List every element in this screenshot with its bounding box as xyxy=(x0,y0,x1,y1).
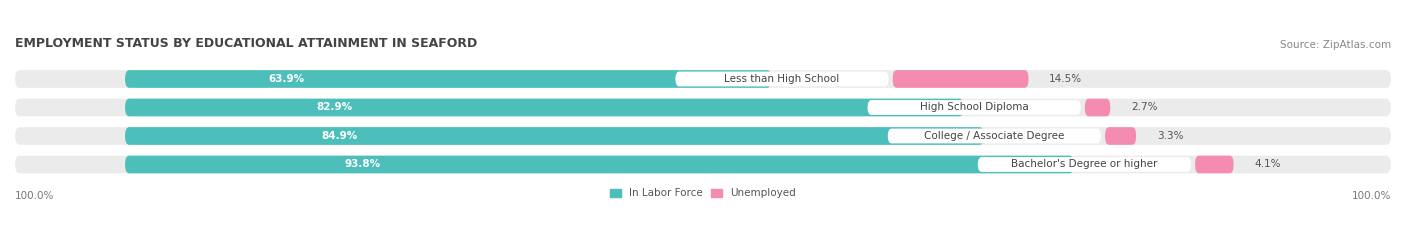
FancyBboxPatch shape xyxy=(868,100,1081,115)
Legend: In Labor Force, Unemployed: In Labor Force, Unemployed xyxy=(610,188,796,198)
FancyBboxPatch shape xyxy=(125,127,984,145)
Text: EMPLOYMENT STATUS BY EDUCATIONAL ATTAINMENT IN SEAFORD: EMPLOYMENT STATUS BY EDUCATIONAL ATTAINM… xyxy=(15,37,477,50)
Text: 93.8%: 93.8% xyxy=(344,160,380,169)
FancyBboxPatch shape xyxy=(893,70,1028,88)
FancyBboxPatch shape xyxy=(15,70,1391,88)
FancyBboxPatch shape xyxy=(125,70,772,88)
FancyBboxPatch shape xyxy=(1105,127,1136,145)
Text: 4.1%: 4.1% xyxy=(1254,160,1281,169)
FancyBboxPatch shape xyxy=(675,72,889,86)
FancyBboxPatch shape xyxy=(887,129,1101,143)
FancyBboxPatch shape xyxy=(125,99,963,116)
FancyBboxPatch shape xyxy=(15,127,1391,145)
Text: 63.9%: 63.9% xyxy=(269,74,305,84)
FancyBboxPatch shape xyxy=(1195,156,1233,173)
FancyBboxPatch shape xyxy=(977,157,1191,172)
Text: 2.7%: 2.7% xyxy=(1130,103,1157,113)
Text: Bachelor's Degree or higher: Bachelor's Degree or higher xyxy=(1011,160,1157,169)
Text: 100.0%: 100.0% xyxy=(15,191,55,201)
Text: 14.5%: 14.5% xyxy=(1049,74,1083,84)
FancyBboxPatch shape xyxy=(125,156,1074,173)
FancyBboxPatch shape xyxy=(15,156,1391,173)
FancyBboxPatch shape xyxy=(1085,99,1111,116)
Text: Source: ZipAtlas.com: Source: ZipAtlas.com xyxy=(1279,40,1391,50)
Text: 100.0%: 100.0% xyxy=(1351,191,1391,201)
Text: 84.9%: 84.9% xyxy=(322,131,359,141)
FancyBboxPatch shape xyxy=(15,99,1391,116)
Text: 3.3%: 3.3% xyxy=(1157,131,1184,141)
Text: Less than High School: Less than High School xyxy=(724,74,839,84)
Text: High School Diploma: High School Diploma xyxy=(920,103,1029,113)
Text: 82.9%: 82.9% xyxy=(316,103,353,113)
Text: College / Associate Degree: College / Associate Degree xyxy=(924,131,1064,141)
